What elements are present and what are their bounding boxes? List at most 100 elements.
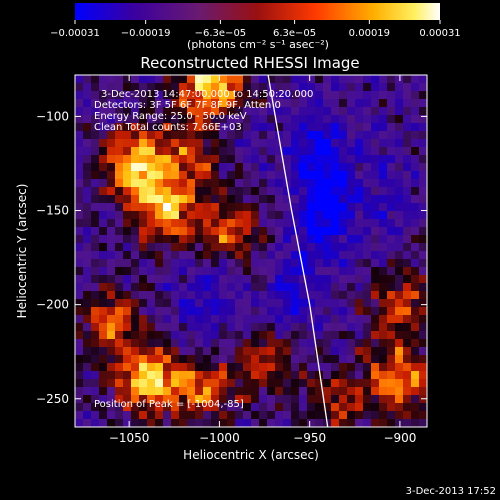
heatmap-cell — [267, 195, 276, 204]
heatmap-cell — [99, 371, 108, 380]
heatmap-cell — [347, 339, 356, 348]
heatmap-cell — [347, 291, 356, 300]
heatmap-cell — [83, 379, 92, 388]
heatmap-cell — [395, 171, 404, 180]
heatmap-cell — [75, 163, 84, 172]
heatmap-cell — [211, 91, 220, 100]
heatmap-cell — [283, 83, 292, 92]
heatmap-cell — [163, 299, 172, 308]
heatmap-cell — [195, 147, 204, 156]
heatmap-cell — [107, 259, 116, 268]
heatmap-cell — [171, 411, 180, 420]
heatmap-cell — [315, 99, 324, 108]
heatmap-cell — [307, 379, 316, 388]
heatmap-cell — [203, 267, 212, 276]
heatmap-cell — [227, 171, 236, 180]
heatmap-cell — [387, 219, 396, 228]
heatmap-cell — [411, 75, 420, 84]
heatmap-cell — [107, 179, 116, 188]
heatmap-cell — [307, 339, 316, 348]
heatmap-cell — [75, 227, 84, 236]
heatmap-cell — [211, 355, 220, 364]
heatmap-cell — [275, 339, 284, 348]
heatmap-cell — [331, 339, 340, 348]
heatmap-cell — [379, 227, 388, 236]
heatmap-cell — [307, 347, 316, 356]
heatmap-cell — [275, 147, 284, 156]
heatmap-cell — [235, 419, 244, 427]
heatmap-cell — [307, 275, 316, 284]
heatmap-cell — [115, 219, 124, 228]
heatmap-cell — [203, 187, 212, 196]
heatmap-cell — [283, 259, 292, 268]
heatmap-cell — [203, 291, 212, 300]
heatmap-cell — [331, 91, 340, 100]
heatmap-cell — [139, 139, 148, 148]
heatmap-cell — [259, 355, 268, 364]
heatmap-cell — [107, 187, 116, 196]
heatmap-cell — [91, 291, 100, 300]
heatmap-cell — [419, 211, 427, 220]
heatmap-cell — [139, 171, 148, 180]
heatmap-cell — [267, 291, 276, 300]
heatmap-cell — [291, 275, 300, 284]
heatmap-cell — [91, 107, 100, 116]
heatmap-cell — [395, 115, 404, 124]
heatmap-cell — [283, 371, 292, 380]
heatmap-cell — [363, 211, 372, 220]
heatmap-cell — [123, 307, 132, 316]
heatmap-cell — [419, 251, 427, 260]
heatmap-cell — [91, 347, 100, 356]
heatmap-cell — [315, 235, 324, 244]
heatmap-cell — [259, 195, 268, 204]
heatmap-cell — [179, 163, 188, 172]
heatmap-cell — [99, 315, 108, 324]
heatmap-cell — [115, 211, 124, 220]
heatmap-cell — [115, 179, 124, 188]
heatmap-cell — [171, 331, 180, 340]
heatmap-cell — [291, 195, 300, 204]
heatmap-cell — [171, 147, 180, 156]
y-axis-label: Heliocentric Y (arcsec) — [15, 184, 29, 319]
heatmap-cell — [419, 75, 427, 84]
heatmap-cell — [419, 395, 427, 404]
heatmap-cell — [131, 403, 140, 412]
heatmap-cell — [147, 195, 156, 204]
heatmap-cell — [259, 291, 268, 300]
heatmap-cell — [123, 363, 132, 372]
heatmap-cell — [139, 331, 148, 340]
heatmap-cell — [331, 363, 340, 372]
heatmap-cell — [291, 171, 300, 180]
heatmap-cell — [115, 203, 124, 212]
heatmap-cell — [283, 379, 292, 388]
heatmap-cell — [131, 99, 140, 108]
heatmap-cell — [235, 235, 244, 244]
heatmap-cell — [155, 115, 164, 124]
heatmap-cell — [259, 243, 268, 252]
heatmap-cell — [371, 315, 380, 324]
heatmap-cell — [107, 163, 116, 172]
heatmap-cell — [355, 179, 364, 188]
heatmap-cell — [387, 379, 396, 388]
heatmap-cell — [411, 259, 420, 268]
heatmap-cell — [147, 179, 156, 188]
heatmap-cell — [147, 355, 156, 364]
heatmap-cell — [75, 115, 84, 124]
heatmap-cell — [275, 411, 284, 420]
heatmap-cell — [83, 371, 92, 380]
heatmap-cell — [275, 259, 284, 268]
heatmap-cell — [331, 315, 340, 324]
heatmap-cell — [91, 195, 100, 204]
heatmap-cell — [331, 259, 340, 268]
heatmap-cell — [139, 131, 148, 140]
heatmap-cell — [91, 251, 100, 260]
heatmap-cell — [99, 387, 108, 396]
heatmap-cell — [403, 115, 412, 124]
heatmap-cell — [203, 211, 212, 220]
heatmap-cell — [235, 227, 244, 236]
heatmap-cell — [139, 291, 148, 300]
heatmap-cell — [283, 75, 292, 84]
heatmap-cell — [291, 323, 300, 332]
heatmap-cell — [171, 403, 180, 412]
heatmap-cell — [219, 91, 228, 100]
